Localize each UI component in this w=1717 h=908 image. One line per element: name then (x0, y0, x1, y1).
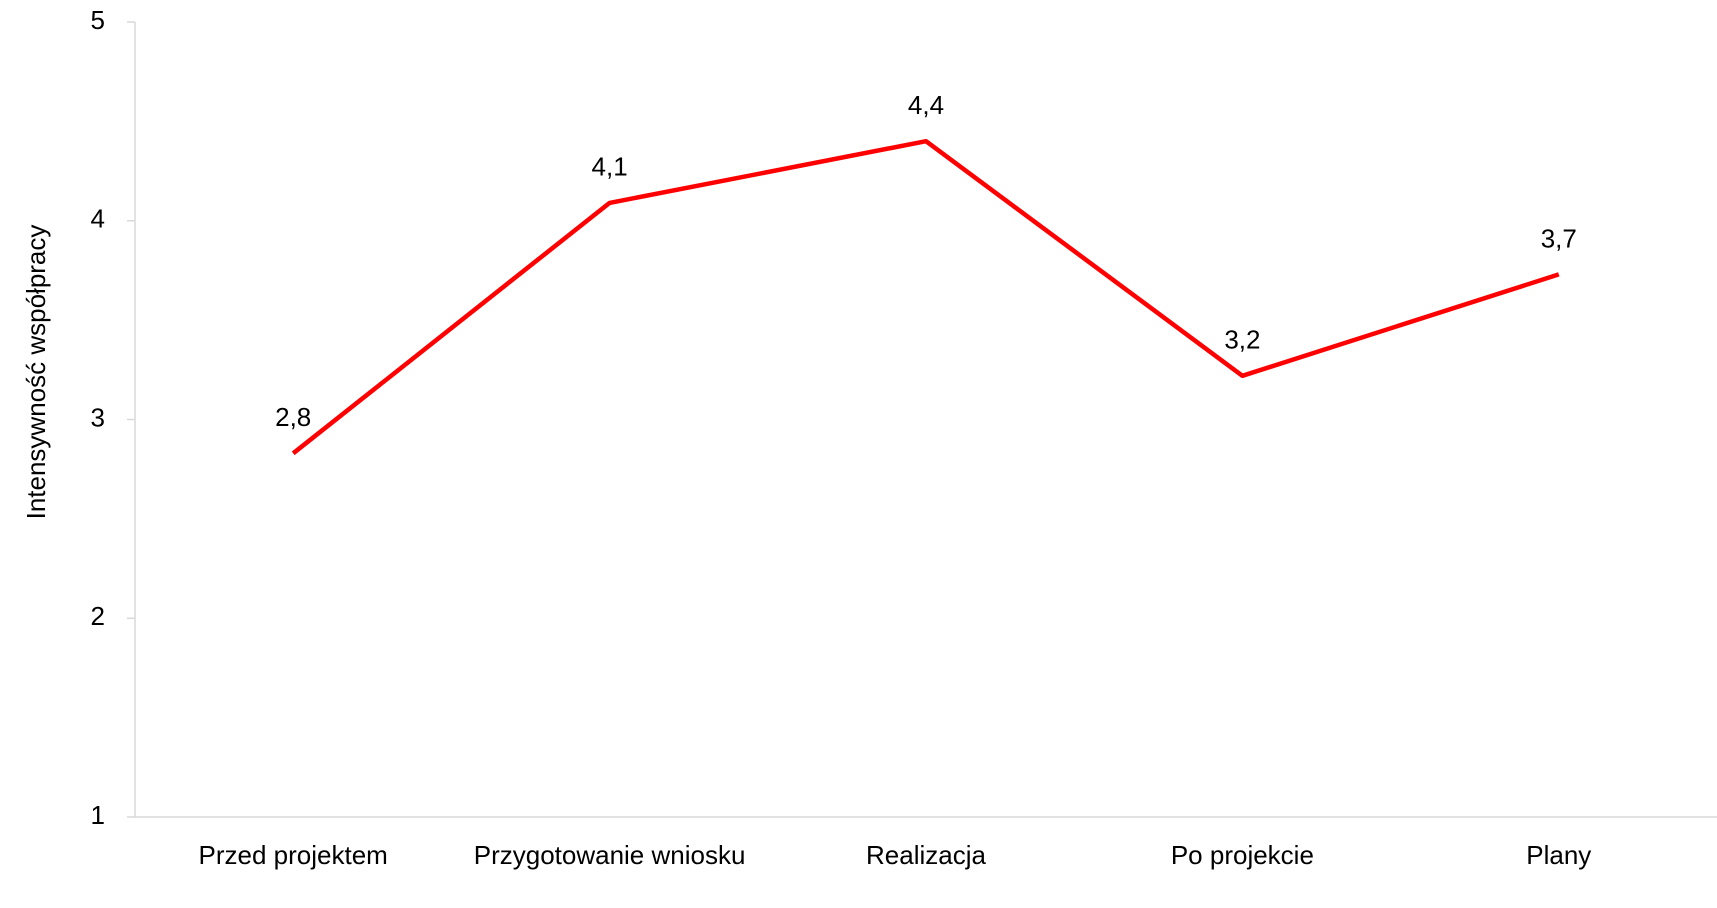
y-axis-label: Intensywność współpracy (21, 225, 51, 520)
x-tick-label: Plany (1526, 840, 1592, 870)
line (291, 138, 1560, 456)
y-tick-label: 1 (91, 800, 105, 830)
x-tick-label: Przygotowanie wniosku (473, 840, 746, 870)
y-tick-label: 3 (91, 402, 105, 432)
x-tick-label: Realizacja (866, 840, 986, 870)
data-label: 3,2 (1224, 325, 1260, 355)
y-tick-label: 5 (91, 5, 105, 35)
data-label: 3,7 (1541, 223, 1577, 253)
data-label: 2,8 (275, 402, 311, 432)
x-tick-label: Przed projektem (198, 840, 388, 870)
data-label: 4,1 (592, 152, 628, 182)
y-tick-label: 4 (91, 204, 105, 234)
data-label: 4,4 (908, 90, 944, 120)
y-tick-label: 2 (91, 601, 105, 631)
x-tick-label: Po projekcie (1170, 840, 1314, 870)
